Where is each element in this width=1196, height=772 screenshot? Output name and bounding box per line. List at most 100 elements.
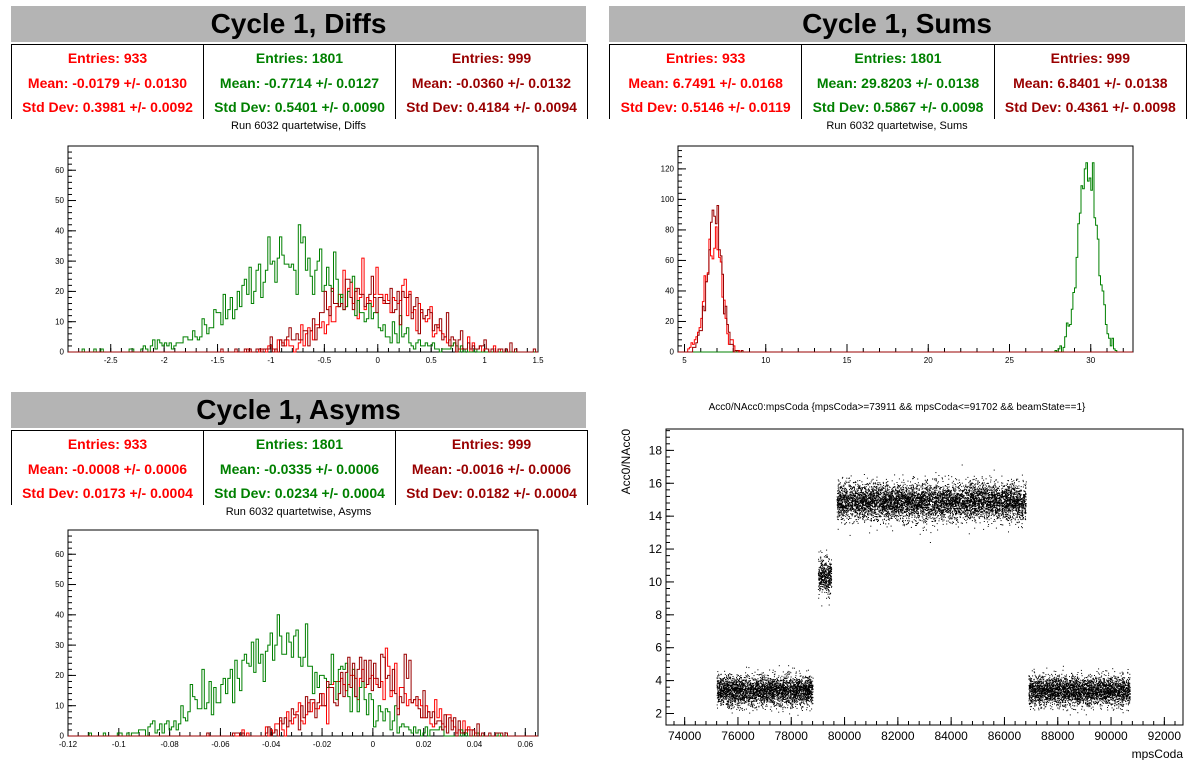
scatter-point [785, 693, 787, 695]
scatter-point [770, 686, 772, 688]
scatter-point [752, 706, 754, 708]
scatter-point [826, 554, 828, 556]
scatter-point [760, 705, 762, 707]
scatter-point [783, 698, 784, 700]
scatter-point [776, 683, 778, 685]
scatter-point [830, 569, 832, 571]
scatter-point [797, 679, 798, 681]
scatter-point [745, 694, 747, 696]
scatter-point [774, 688, 776, 690]
scatter-point [731, 692, 733, 694]
scatter-point [796, 704, 798, 705]
scatter-point [745, 691, 747, 693]
scatter-point [774, 679, 776, 681]
scatter-point [725, 692, 727, 694]
scatter-point [810, 681, 812, 682]
scatter-point [1009, 486, 1011, 488]
scatter-point [820, 572, 822, 574]
scatter-point [861, 496, 863, 498]
scatter-point [741, 689, 743, 691]
scatter-point [1020, 506, 1022, 508]
scatter-point [720, 692, 722, 694]
scatter-point [969, 505, 971, 507]
stat-std: Std Dev: 0.5146 +/- 0.0119 [620, 99, 791, 115]
scatter-point [723, 679, 724, 681]
scatter-point [753, 704, 755, 706]
scatter-point [758, 692, 760, 694]
scatter-point [745, 682, 746, 684]
scatter-point [737, 695, 739, 697]
scatter-point [818, 568, 820, 570]
scatter-point [802, 692, 804, 694]
scatter-point [795, 706, 797, 708]
y-tick-label: 6 [655, 641, 662, 655]
y-tick-label: 14 [649, 509, 663, 523]
scatter-point [806, 694, 808, 695]
scatter-point [824, 585, 826, 587]
scatter-point [824, 567, 825, 569]
scatter-point [769, 692, 771, 694]
scatter-point [773, 704, 775, 706]
scatter-point [753, 698, 755, 700]
scatter-point [722, 695, 724, 697]
scatter-point [762, 690, 763, 691]
scatter-point [821, 576, 823, 578]
scatter-point [760, 700, 762, 702]
scatter-point [830, 563, 832, 565]
scatter-point [717, 697, 719, 699]
scatter-point [760, 698, 762, 700]
scatter-point [792, 697, 794, 699]
scatter-point [756, 683, 758, 685]
scatter-point [759, 682, 761, 684]
scatter-point [840, 516, 842, 518]
scatter-point [724, 698, 726, 700]
scatter-point [725, 680, 727, 682]
scatter-point [745, 695, 747, 697]
scatter-point [774, 683, 776, 685]
scatter-point [750, 703, 752, 705]
scatter-point [755, 692, 757, 694]
scatter-point [749, 693, 750, 695]
scatter-point [951, 505, 953, 507]
scatter-point [769, 699, 771, 701]
scatter-point [826, 588, 828, 590]
scatter-point [796, 692, 798, 694]
scatter-point [812, 677, 814, 679]
scatter-point [738, 700, 740, 702]
scatter-point [756, 691, 758, 693]
scatter-point [799, 680, 801, 682]
scatter-point [740, 703, 742, 705]
scatter-point [738, 698, 740, 700]
scatter-point [783, 695, 785, 697]
scatter-point [726, 681, 728, 683]
scatter-point [762, 693, 764, 694]
scatter-point [791, 694, 793, 696]
scatter-point [732, 703, 734, 705]
scatter-point [804, 692, 806, 694]
x-tick-label: -0.5 [317, 356, 331, 365]
scatter-point [772, 681, 774, 683]
scatter-point [718, 677, 720, 679]
scatter-point [720, 691, 722, 693]
scatter-point [800, 689, 802, 691]
scatter-point [725, 682, 727, 684]
scatter-point [746, 688, 748, 690]
scatter-point [784, 694, 785, 696]
scatter-point [1022, 481, 1024, 483]
scatter-point [785, 700, 787, 702]
diffs-stats-box: Entries: 933 Mean: -0.0179 +/- 0.0130 St… [11, 44, 588, 119]
scatter-point [809, 687, 811, 688]
scatter-point [806, 688, 808, 689]
scatter-point [772, 687, 774, 688]
scatter-point [719, 678, 721, 679]
histogram-series [68, 614, 538, 737]
scatter-point [762, 677, 764, 679]
scatter-point [733, 677, 735, 679]
scatter-point [761, 699, 763, 701]
scatter-point [808, 685, 810, 687]
asyms-stats-green: Entries: 1801 Mean: -0.0335 +/- 0.0006 S… [203, 431, 395, 505]
scatter-point [790, 678, 792, 680]
scatter-point [718, 695, 720, 697]
scatter-point [803, 692, 805, 694]
scatter-point [751, 697, 753, 699]
